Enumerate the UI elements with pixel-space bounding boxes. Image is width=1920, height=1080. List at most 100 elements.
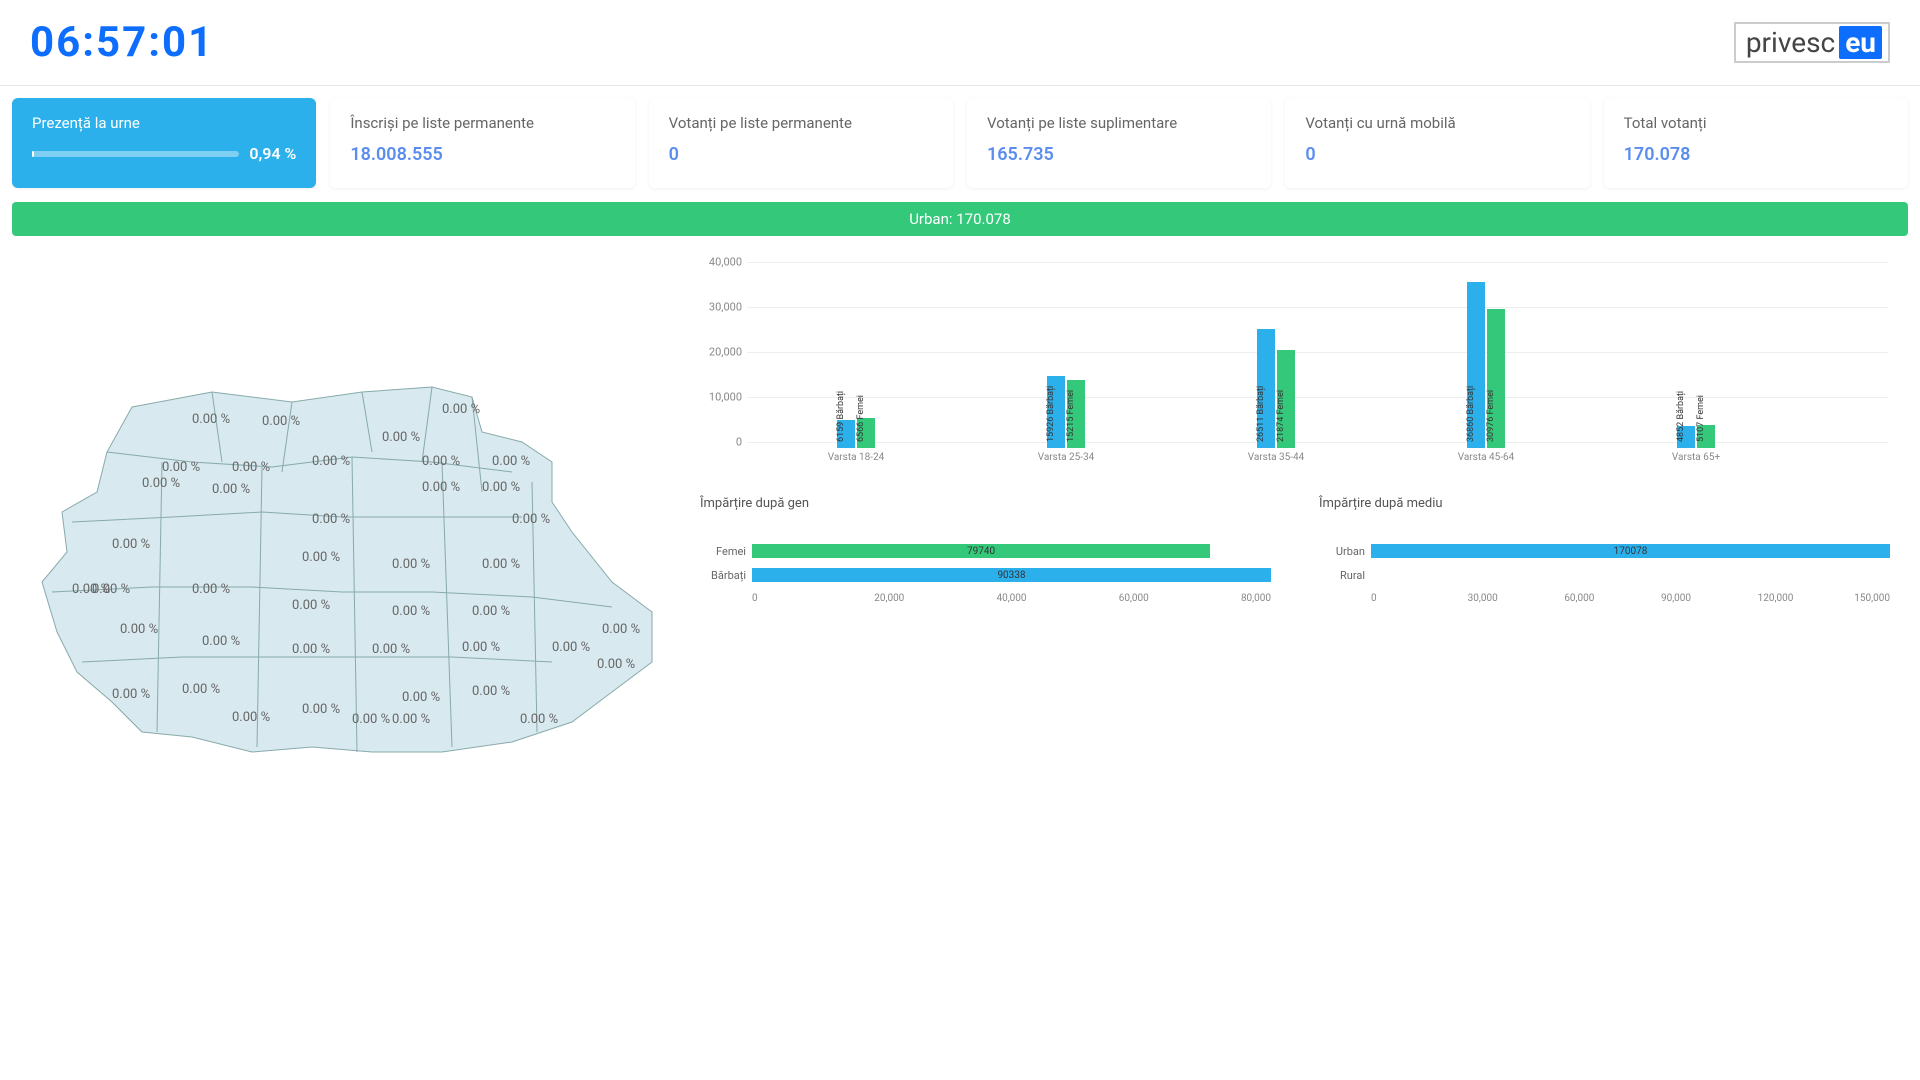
county-label[interactable]: 0.00 % bbox=[482, 480, 520, 495]
stat-card-5[interactable]: Total votanți170.078 bbox=[1604, 98, 1908, 188]
stat-card-2[interactable]: Votanți pe liste permanente0 bbox=[649, 98, 953, 188]
county-label[interactable]: 0.00 % bbox=[262, 414, 300, 429]
bar-label: 6159 Bărbați bbox=[836, 391, 846, 442]
county-label[interactable]: 0.00 % bbox=[392, 557, 430, 572]
y-tick-label: 30,000 bbox=[709, 301, 742, 314]
county-label[interactable]: 0.00 % bbox=[212, 482, 250, 497]
county-label[interactable]: 0.00 % bbox=[520, 712, 558, 727]
urban-bar: Urban: 170.078 bbox=[12, 202, 1908, 236]
hbar-category-label: Urban bbox=[1319, 545, 1371, 558]
age-group: 15926 Bărbați15215 FemeiVarsta 25-34 bbox=[1047, 376, 1085, 448]
county-label[interactable]: 0.00 % bbox=[232, 710, 270, 725]
x-label: Varsta 18-24 bbox=[828, 452, 885, 463]
county-label[interactable]: 0.00 % bbox=[392, 604, 430, 619]
hbar-fill[interactable]: 170078 bbox=[1371, 544, 1890, 558]
x-label: Varsta 25-34 bbox=[1038, 452, 1095, 463]
bar-female[interactable]: 30976 Femei bbox=[1487, 309, 1505, 448]
county-label[interactable]: 0.00 % bbox=[472, 684, 510, 699]
y-tick-label: 20,000 bbox=[709, 346, 742, 359]
stat-card-3[interactable]: Votanți pe liste suplimentare165.735 bbox=[967, 98, 1271, 188]
env-chart-title: Împărțire după mediu bbox=[1319, 496, 1890, 511]
card-title: Înscriși pe liste permanente bbox=[350, 114, 614, 132]
county-label[interactable]: 0.00 % bbox=[482, 557, 520, 572]
card-value: 0 bbox=[669, 144, 933, 165]
county-label[interactable]: 0.00 % bbox=[192, 412, 230, 427]
hbar-track: 79740 bbox=[752, 544, 1271, 558]
card-value: 18.008.555 bbox=[350, 144, 614, 165]
stat-card-0[interactable]: Prezență la urne0,94 % bbox=[12, 98, 316, 188]
gridline bbox=[747, 307, 1888, 308]
county-label[interactable]: 0.00 % bbox=[372, 642, 410, 657]
county-label[interactable]: 0.00 % bbox=[120, 622, 158, 637]
card-value: 165.735 bbox=[987, 144, 1251, 165]
county-label[interactable]: 0.00 % bbox=[462, 640, 500, 655]
hbar-xaxis: 020,00040,00060,00080,000 bbox=[752, 589, 1271, 604]
logo: privesc eu bbox=[1734, 22, 1890, 63]
bar-female[interactable]: 5107 Femei bbox=[1697, 425, 1715, 448]
bar-female[interactable]: 15215 Femei bbox=[1067, 380, 1085, 448]
county-label[interactable]: 0.00 % bbox=[492, 454, 530, 469]
county-label[interactable]: 0.00 % bbox=[162, 460, 200, 475]
county-label[interactable]: 0.00 % bbox=[402, 690, 440, 705]
bar-label: 26511 Bărbați bbox=[1256, 386, 1266, 442]
bar-male[interactable]: 15926 Bărbați bbox=[1047, 376, 1065, 448]
county-label[interactable]: 0.00 % bbox=[232, 460, 270, 475]
county-label[interactable]: 0.00 % bbox=[112, 537, 150, 552]
card-title: Total votanți bbox=[1624, 114, 1888, 132]
stat-card-1[interactable]: Înscriși pe liste permanente 18.008.555 bbox=[330, 98, 634, 188]
bar-label: 15215 Femei bbox=[1066, 390, 1076, 442]
county-label[interactable]: 0.00 % bbox=[112, 687, 150, 702]
bottom-charts: Împărțire după gen Femei79740Bărbați9033… bbox=[682, 482, 1908, 627]
x-label: Varsta 35-44 bbox=[1248, 452, 1305, 463]
hbar-fill[interactable]: 90338 bbox=[752, 568, 1271, 582]
progress-bar bbox=[32, 151, 239, 157]
county-label[interactable]: 0.00 % bbox=[392, 712, 430, 727]
hbar-row: Urban170078 bbox=[1319, 541, 1890, 561]
county-label[interactable]: 0.00 % bbox=[302, 550, 340, 565]
bar-male[interactable]: 6159 Bărbați bbox=[837, 420, 855, 448]
county-label[interactable]: 0.00 % bbox=[602, 622, 640, 637]
header: 06:57:01 privesc eu bbox=[0, 0, 1920, 86]
county-label[interactable]: 0.00 % bbox=[302, 702, 340, 717]
county-label[interactable]: 0.00 % bbox=[142, 476, 180, 491]
county-label[interactable]: 0.00 % bbox=[552, 640, 590, 655]
age-group: 4852 Bărbați5107 FemeiVarsta 65+ bbox=[1677, 425, 1715, 448]
logo-eu-box: eu bbox=[1839, 26, 1882, 59]
bar-female[interactable]: 21874 Femei bbox=[1277, 350, 1295, 448]
hbar-xtick: 0 bbox=[752, 593, 874, 604]
county-label[interactable]: 0.00 % bbox=[472, 604, 510, 619]
county-label[interactable]: 0.00 % bbox=[597, 657, 635, 672]
y-tick-label: 40,000 bbox=[709, 256, 742, 269]
county-label[interactable]: 0.00 % bbox=[352, 712, 390, 727]
hbar-track: 170078 bbox=[1371, 544, 1890, 558]
county-label[interactable]: 0.00 % bbox=[312, 454, 350, 469]
stat-card-4[interactable]: Votanți cu urnă mobilă0 bbox=[1285, 98, 1589, 188]
bar-female[interactable]: 6566 Femei bbox=[857, 418, 875, 448]
bar-male[interactable]: 26511 Bărbați bbox=[1257, 329, 1275, 448]
county-label[interactable]: 0.00 % bbox=[182, 682, 220, 697]
hbar-xtick: 150,000 bbox=[1854, 593, 1890, 604]
hbar-fill[interactable]: 79740 bbox=[752, 544, 1210, 558]
map-panel[interactable]: 0.00 % 0.00 % 0.00 % 0.00 % 0.00 % 0.00 % 0.00… bbox=[12, 352, 672, 912]
logo-text: privesc bbox=[1746, 26, 1835, 59]
county-label[interactable]: 0.00 % bbox=[292, 598, 330, 613]
county-label[interactable]: 0.00 % bbox=[382, 430, 420, 445]
gridline bbox=[747, 262, 1888, 263]
age-group: 36860 Bărbați30976 FemeiVarsta 45-64 bbox=[1467, 282, 1505, 448]
x-label: Varsta 65+ bbox=[1672, 452, 1720, 463]
x-label: Varsta 45-64 bbox=[1458, 452, 1515, 463]
county-label[interactable]: 0.00 % bbox=[422, 480, 460, 495]
county-label[interactable]: 0.00 % bbox=[442, 402, 480, 417]
hbar-category-label: Rural bbox=[1319, 569, 1371, 582]
county-label[interactable]: 0.00 % bbox=[72, 582, 110, 597]
county-label[interactable]: 0.00 % bbox=[312, 512, 350, 527]
county-label[interactable]: 0.00 % bbox=[192, 582, 230, 597]
county-label[interactable]: 0.00 % bbox=[422, 454, 460, 469]
bar-male[interactable]: 4852 Bărbați bbox=[1677, 426, 1695, 448]
age-group: 6159 Bărbați6566 FemeiVarsta 18-24 bbox=[837, 418, 875, 448]
county-label[interactable]: 0.00 % bbox=[202, 634, 240, 649]
bar-male[interactable]: 36860 Bărbați bbox=[1467, 282, 1485, 448]
gender-chart-title: Împărțire după gen bbox=[700, 496, 1271, 511]
county-label[interactable]: 0.00 % bbox=[292, 642, 330, 657]
county-label[interactable]: 0.00 % bbox=[512, 512, 550, 527]
